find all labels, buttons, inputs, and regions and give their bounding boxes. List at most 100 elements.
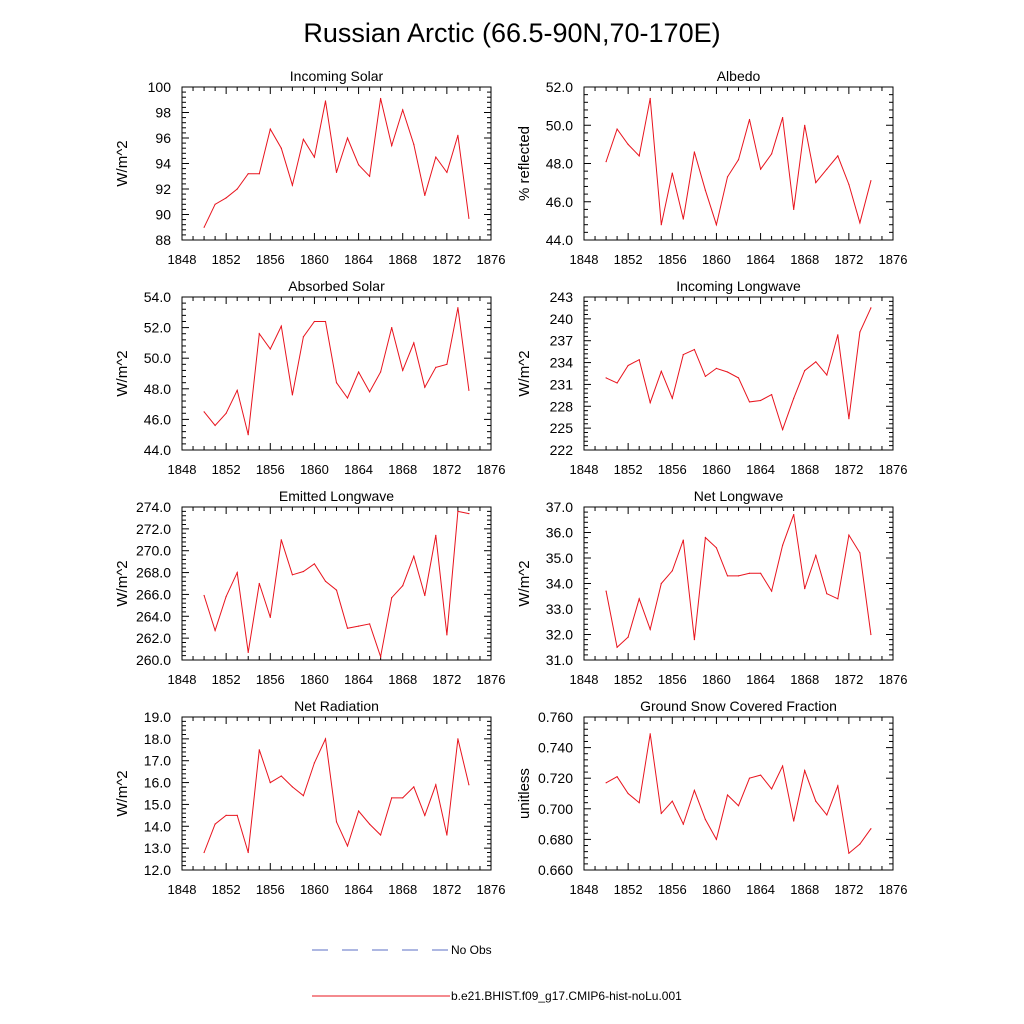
data-point: [793, 820, 795, 822]
plot-frame: [583, 716, 894, 871]
x-tick-label: 1852: [614, 252, 643, 267]
y-tick-label: 31.0: [546, 652, 573, 668]
y-axis-label: unitless: [516, 768, 533, 819]
data-point: [782, 429, 784, 431]
data-point: [214, 424, 216, 427]
data-point: [391, 797, 393, 799]
y-tick-label: 231: [550, 376, 574, 392]
data-point: [236, 572, 238, 574]
data-point: [369, 823, 371, 825]
y-tick-label: 237: [550, 333, 574, 349]
data-point: [649, 733, 651, 735]
series-line: [605, 514, 872, 649]
x-tick-label: 1856: [658, 672, 687, 687]
data-point: [391, 145, 393, 147]
data-point: [324, 320, 327, 323]
x-tick-label: 1848: [570, 252, 599, 267]
series-line: [203, 737, 470, 853]
y-tick-label: 240: [550, 311, 574, 327]
data-point: [280, 539, 282, 541]
y-tick-label: 12.0: [144, 862, 171, 878]
data-point: [771, 590, 773, 592]
x-tick-label: 1868: [790, 462, 819, 477]
data-point: [380, 834, 382, 836]
y-tick-label: 35.0: [546, 550, 573, 566]
data-point: [291, 394, 293, 396]
data-point: [804, 588, 806, 590]
data-point: [391, 327, 393, 329]
data-point: [247, 851, 249, 854]
data-point: [468, 784, 470, 786]
y-tick-label: 266.0: [136, 586, 171, 602]
panel-title: Net Longwave: [694, 488, 784, 504]
x-tick-label: 1860: [300, 252, 329, 267]
data-point: [760, 168, 762, 170]
data-point: [793, 397, 795, 399]
data-point: [302, 336, 304, 338]
data-point: [236, 389, 238, 391]
y-tick-label: 52.0: [546, 79, 573, 95]
data-point: [258, 333, 260, 335]
panel-title: Incoming Solar: [290, 68, 384, 84]
x-tick-label: 1860: [702, 882, 731, 897]
y-tick-label: 260.0: [136, 652, 171, 668]
y-tick-label: 44.0: [144, 442, 171, 458]
x-tick-label: 1848: [570, 882, 599, 897]
data-point: [693, 789, 696, 792]
data-point: [380, 97, 382, 100]
panel-7: Ground Snow Covered Fraction unitless 1848…: [516, 698, 907, 897]
y-tick-label: 54.0: [144, 289, 171, 305]
data-point: [671, 172, 673, 174]
data-point: [848, 183, 850, 186]
x-tick-label: 1856: [658, 882, 687, 897]
x-tick-label: 1856: [256, 462, 285, 477]
data-point: [682, 539, 684, 541]
data-point: [638, 802, 640, 804]
y-tick-label: 14.0: [144, 818, 171, 834]
x-tick-label: 1856: [256, 882, 285, 897]
x-tick-label: 1856: [256, 252, 285, 267]
data-point: [660, 224, 662, 226]
data-point: [324, 100, 327, 102]
data-point: [413, 342, 415, 344]
y-tick-label: 0.680: [538, 831, 573, 847]
data-point: [848, 534, 850, 536]
data-point: [446, 634, 448, 636]
data-point: [413, 786, 415, 788]
data-point: [247, 651, 249, 654]
y-tick-label: 243: [550, 289, 574, 305]
series-line: [203, 98, 470, 228]
data-point: [638, 155, 640, 157]
data-point: [704, 189, 707, 191]
y-tick-label: 274.0: [136, 499, 171, 515]
data-point: [369, 623, 371, 625]
data-point: [291, 184, 293, 186]
y-axis-label: W/m^2: [114, 770, 131, 816]
data-point: [771, 153, 773, 155]
data-point: [793, 208, 795, 210]
plot-frame: [583, 506, 894, 661]
x-tick-label: 1876: [477, 252, 506, 267]
x-tick-label: 1864: [344, 672, 373, 687]
data-point: [369, 391, 371, 393]
x-tick-label: 1852: [614, 882, 643, 897]
y-tick-label: 50.0: [546, 117, 573, 133]
x-tick-label: 1860: [300, 882, 329, 897]
data-point: [782, 544, 784, 546]
data-point: [726, 371, 729, 373]
data-point: [203, 411, 205, 413]
data-point: [369, 175, 371, 177]
data-point: [269, 616, 271, 619]
x-tick-label: 1856: [256, 672, 285, 687]
panel-title: Albedo: [717, 68, 761, 84]
x-tick-label: 1872: [834, 672, 863, 687]
panel-title: Ground Snow Covered Fraction: [640, 698, 837, 714]
data-point: [435, 366, 437, 368]
y-tick-label: 0.700: [538, 801, 573, 817]
data-point: [402, 109, 404, 111]
data-point: [627, 792, 629, 795]
data-point: [870, 828, 872, 830]
data-point: [324, 738, 327, 740]
data-point: [225, 412, 227, 414]
y-tick-label: 225: [550, 420, 574, 436]
